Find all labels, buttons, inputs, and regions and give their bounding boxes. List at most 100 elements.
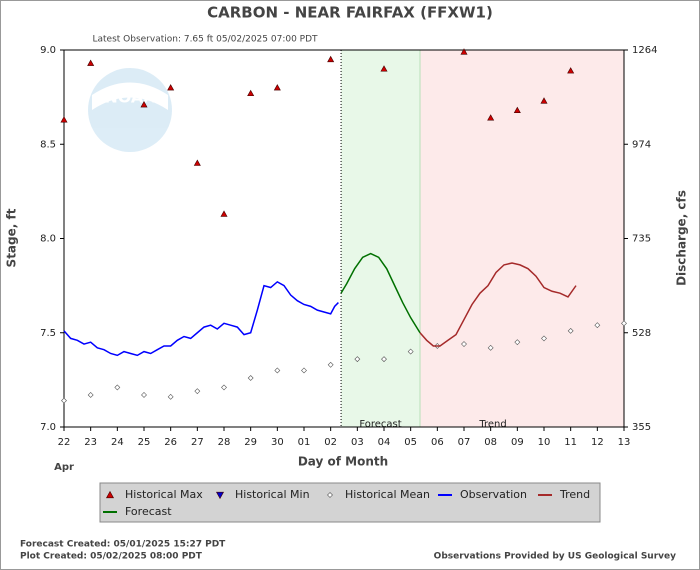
marker — [594, 322, 601, 329]
marker — [61, 397, 67, 404]
legend-box — [99, 482, 601, 523]
marker — [301, 367, 307, 374]
marker — [381, 356, 387, 363]
marker — [141, 392, 147, 398]
marker — [380, 65, 388, 72]
footer-forecast-created: Forecast Created: 05/01/2025 15:27 PDT — [20, 540, 226, 550]
x-tick-label: 12 — [591, 437, 604, 448]
marker — [87, 59, 95, 66]
y-tick-label: 9.0 — [40, 45, 56, 56]
legend-item: Historical Max — [105, 488, 203, 501]
marker — [247, 89, 255, 97]
legend-label: Observation — [460, 488, 527, 501]
x-tick-label: 13 — [618, 437, 631, 448]
x-tick-label: 30 — [271, 437, 284, 448]
y2-tick-label: 974 — [632, 139, 651, 150]
marker — [140, 101, 148, 108]
legend-item: Observation — [438, 488, 527, 501]
x-tick-label: 10 — [538, 437, 551, 448]
x-tick-label: 03 — [351, 437, 364, 448]
x-tick-label: 23 — [84, 437, 97, 448]
marker — [114, 384, 121, 391]
marker — [221, 384, 227, 391]
legend-swatch — [327, 492, 333, 498]
y2-tick-label: 1264 — [632, 45, 657, 56]
x-tick-label: 22 — [58, 437, 71, 448]
x-tick-label: 29 — [244, 437, 257, 448]
svg-text:NOAA: NOAA — [104, 88, 156, 107]
marker — [513, 106, 521, 114]
noaa-logo: NOAA — [88, 68, 172, 152]
chart-title: CARBON - NEAR FAIRFAX (FFXW1) — [207, 4, 493, 22]
subtitle: Latest Observation: 7.65 ft 05/02/2025 0… — [92, 35, 318, 45]
marker — [567, 67, 575, 74]
series-line — [419, 262, 577, 347]
footer-credit: Observations Provided by US Geological S… — [434, 552, 676, 562]
marker — [621, 320, 627, 327]
marker — [461, 341, 467, 347]
marker — [567, 327, 574, 334]
y2-axis-label: Discharge, cfs — [675, 190, 689, 286]
x-tick-label: 11 — [564, 437, 577, 448]
region — [420, 50, 624, 427]
marker — [273, 84, 281, 91]
legend-label: Historical Max — [125, 488, 203, 501]
legend-item: Historical Mean — [327, 488, 430, 501]
y2-tick-label: 528 — [632, 328, 651, 339]
x-tick-label: 04 — [378, 437, 391, 448]
x-tick-label: 07 — [458, 437, 471, 448]
marker — [167, 84, 175, 91]
x-tick-label: 25 — [138, 437, 151, 448]
marker — [220, 210, 228, 217]
y-tick-label: 8.5 — [40, 139, 56, 150]
legend-label: Historical Mean — [345, 488, 430, 501]
legend-label: Trend — [559, 488, 590, 501]
marker — [407, 348, 414, 355]
region-label: Trend — [478, 419, 506, 430]
marker — [514, 339, 521, 346]
y-axis-label: Stage, ft — [5, 208, 19, 267]
series-line — [63, 280, 339, 357]
series-line — [340, 252, 421, 334]
legend-item: Forecast — [103, 505, 172, 518]
x-axis-label: Day of Month — [298, 455, 388, 469]
legend-swatch — [215, 491, 225, 500]
legend-item: Historical Min — [215, 488, 310, 501]
marker — [540, 97, 548, 104]
region — [341, 50, 420, 427]
legend-label: Historical Min — [235, 488, 310, 501]
marker — [354, 356, 361, 363]
x-tick-label: 26 — [164, 437, 177, 448]
x-tick-label: 01 — [298, 437, 311, 448]
marker — [194, 388, 201, 395]
x-tick-label: 27 — [191, 437, 204, 448]
y2-tick-label: 735 — [632, 234, 651, 245]
marker — [460, 48, 468, 55]
marker — [327, 55, 335, 63]
marker — [167, 393, 174, 400]
footer-plot-created: Plot Created: 05/02/2025 08:00 PDT — [20, 552, 203, 562]
x-tick-label: 05 — [404, 437, 417, 448]
legend-item: Trend — [538, 488, 590, 501]
legend-label: Forecast — [125, 505, 172, 518]
x-tick-label: 06 — [431, 437, 444, 448]
marker — [60, 116, 68, 123]
x-tick-label: 09 — [511, 437, 524, 448]
x-tick-label: 28 — [218, 437, 231, 448]
y-tick-label: 8.0 — [40, 234, 56, 245]
marker — [487, 344, 494, 351]
marker — [541, 335, 547, 342]
marker — [327, 361, 334, 368]
marker — [193, 159, 201, 166]
legend-swatch — [105, 490, 115, 499]
marker — [487, 114, 495, 121]
x-axis-month: Apr — [54, 462, 74, 473]
marker — [274, 367, 281, 374]
y-tick-label: 7.0 — [40, 422, 56, 433]
region-label: Forecast — [359, 419, 401, 430]
x-tick-label: 24 — [111, 437, 124, 448]
marker — [87, 392, 94, 398]
x-tick-label: 08 — [484, 437, 497, 448]
x-tick-label: 02 — [324, 437, 337, 448]
